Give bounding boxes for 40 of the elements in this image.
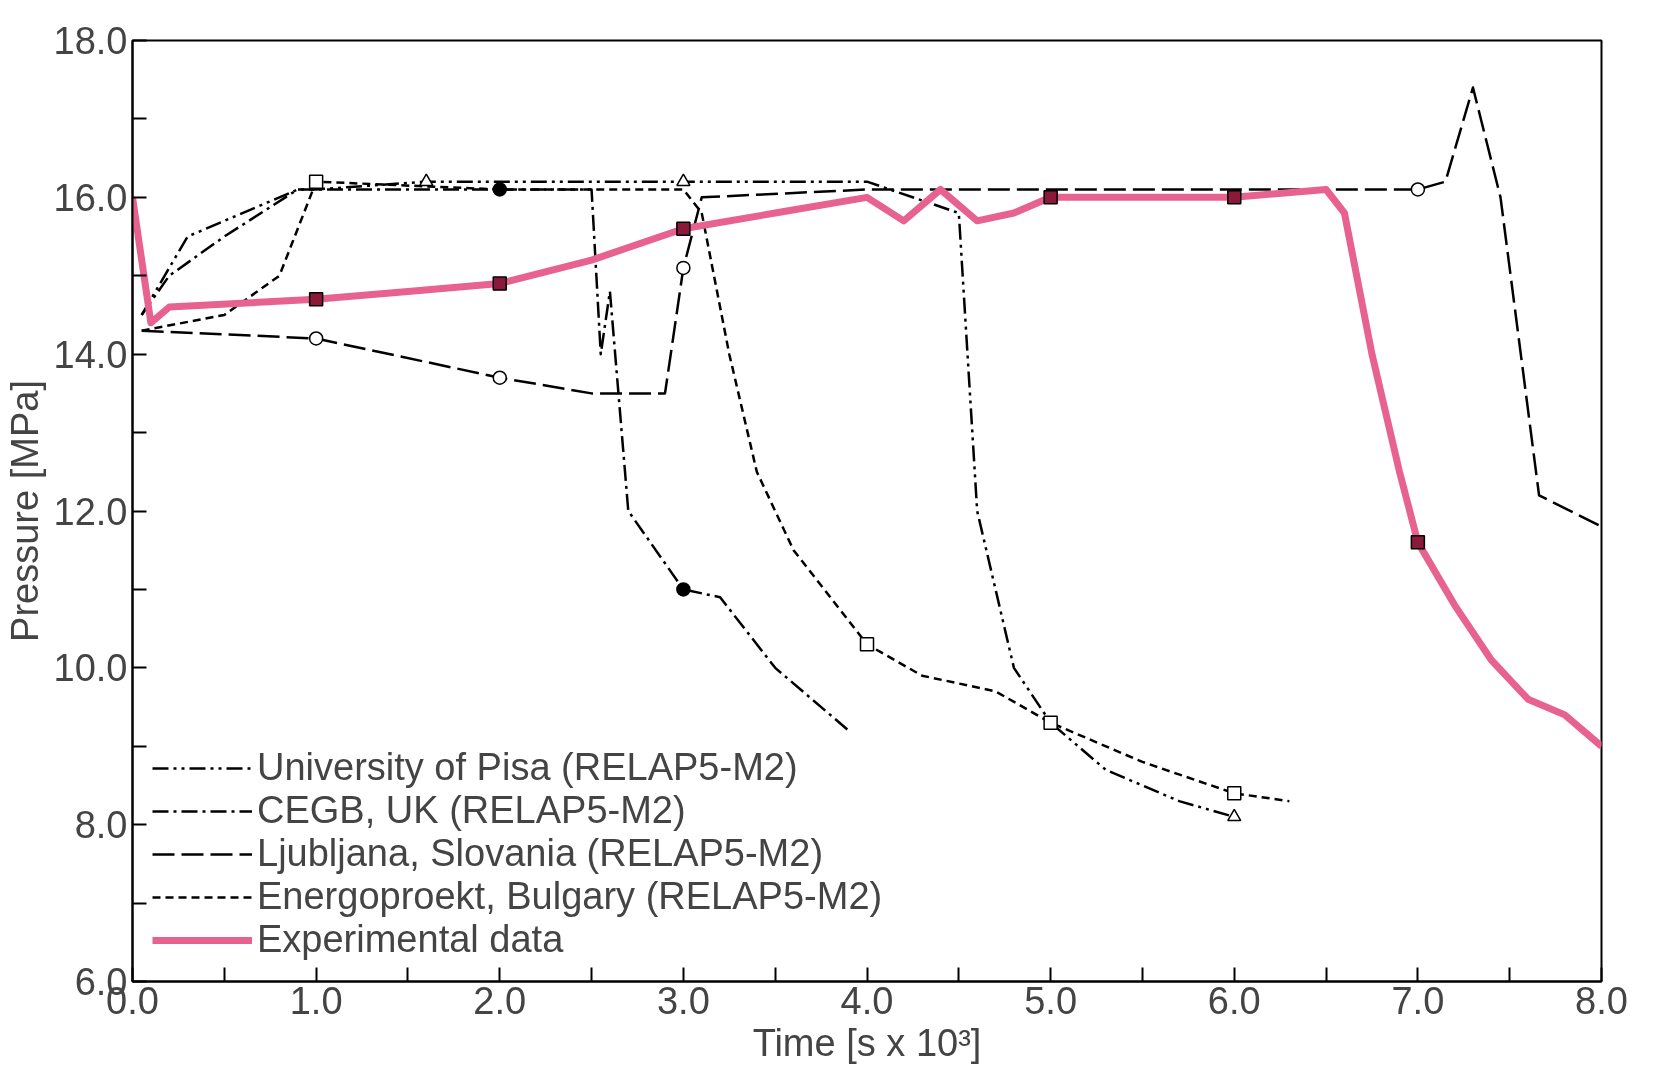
point	[676, 221, 691, 236]
legend-label: CEGB, UK (RELAP5-M2)	[257, 789, 686, 832]
point	[419, 173, 434, 187]
x-tick-label: 5.0	[1024, 979, 1078, 1022]
x-tick-label: 2.0	[473, 979, 527, 1022]
point	[1410, 535, 1426, 550]
x-tick-label: 1.0	[289, 979, 343, 1022]
x-tick-label: 3.0	[656, 979, 710, 1022]
point	[492, 182, 507, 197]
point	[1043, 190, 1058, 205]
x-axis-title: Time [s x 10³]	[752, 1021, 982, 1064]
y-tick-label: 8.0	[74, 804, 128, 847]
legend-label: Ljubljana, Slovania (RELAP5-M2)	[257, 832, 824, 875]
point	[676, 173, 691, 187]
y-tick-label: 16.0	[53, 176, 128, 219]
point	[492, 370, 507, 385]
point	[676, 582, 691, 597]
point	[308, 174, 324, 189]
point	[1227, 786, 1242, 801]
y-tick-label: 18.0	[53, 20, 128, 62]
legend-label: Energoproekt, Bulgary (RELAP5-M2)	[257, 875, 883, 918]
legend-label: University of Pisa (RELAP5-M2)	[257, 746, 798, 789]
point	[1043, 715, 1058, 730]
point	[1227, 808, 1242, 822]
y-axis-title: Pressure [MPa]	[3, 380, 46, 642]
x-tick-label: 6.0	[1207, 979, 1261, 1022]
point	[492, 276, 507, 291]
x-tick-label: 7.0	[1391, 979, 1445, 1022]
y-tick-label: 12.0	[53, 490, 128, 533]
y-tick-label: 14.0	[53, 333, 128, 376]
point	[676, 260, 691, 276]
legend-label: Experimental data	[257, 918, 564, 961]
point	[308, 292, 324, 307]
point	[859, 637, 875, 652]
x-tick-label: 4.0	[840, 979, 894, 1022]
y-tick-label: 10.0	[53, 647, 128, 690]
x-tick-label: 8.0	[1575, 979, 1628, 1022]
point	[1227, 190, 1242, 205]
point	[1410, 182, 1426, 197]
point	[308, 331, 324, 346]
